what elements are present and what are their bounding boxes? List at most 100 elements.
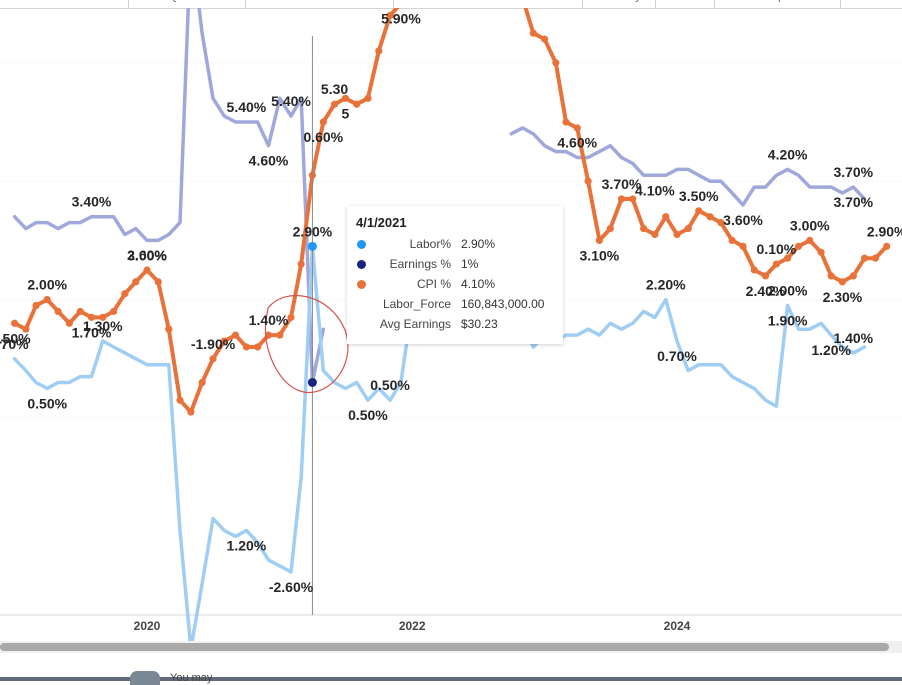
cpi-point <box>552 59 560 67</box>
ribbon-group-label[interactable]: Insert <box>280 0 360 3</box>
cpi-point <box>717 219 725 227</box>
data-label: 0.70% <box>657 348 697 364</box>
data-label: 0.10% <box>757 241 797 257</box>
data-label: 4.20% <box>768 146 808 162</box>
cpi-point <box>22 325 30 333</box>
cpi-point <box>264 331 273 339</box>
cpi-point <box>386 11 394 20</box>
data-label: 0.60% <box>303 129 343 145</box>
cpi-point <box>772 260 780 268</box>
ribbon-bar: Queries Insert Calculations SensitivityShar… <box>0 0 902 9</box>
cpi-point <box>617 195 626 203</box>
tooltip-label: Labor_Force <box>382 297 451 311</box>
data-label: 2.00% <box>27 277 67 293</box>
cpi-point <box>606 224 614 233</box>
cpi-point <box>319 118 327 126</box>
tooltip-label: Labor% <box>409 237 451 251</box>
hover-marker <box>307 377 317 387</box>
bottom-panel-edge <box>0 677 902 681</box>
cpi-point <box>871 254 880 262</box>
cpi-point <box>695 207 703 215</box>
ribbon-group-label[interactable]: Calculations <box>447 0 527 3</box>
data-label: 2.90% <box>867 223 902 239</box>
data-label: 4.60% <box>249 153 289 169</box>
ribbon-group-label[interactable]: Copilot <box>741 0 821 3</box>
cpi-point <box>297 260 305 268</box>
tooltip-row: CPI % 4.10% <box>347 276 563 296</box>
tooltip-label: Avg Earnings <box>379 317 451 331</box>
cpi-point <box>573 124 581 132</box>
cpi-point <box>849 272 857 280</box>
data-label: 3.10% <box>580 247 620 263</box>
tooltip-value: 2.90% <box>461 237 496 251</box>
data-label: 2.60% <box>127 247 167 263</box>
scrollbar-thumb[interactable] <box>0 643 889 651</box>
cpi-point <box>838 278 847 286</box>
data-label: 3.40% <box>72 194 112 210</box>
cpi-point <box>629 195 637 203</box>
ribbon-group-label[interactable]: Queries <box>147 0 227 3</box>
x-tick-label: 2020 <box>134 619 161 633</box>
cpi-point <box>32 301 40 310</box>
tooltip-value: 160,843,000.00 <box>461 297 545 311</box>
annotation-circle <box>264 294 349 394</box>
cpi-point <box>287 313 295 321</box>
ribbon-separator <box>582 0 583 8</box>
cpi-point <box>806 236 814 244</box>
cpi-point <box>651 230 659 239</box>
data-label: 3.00% <box>127 247 167 263</box>
tooltip-row: Labor_Force 160,843,000.00 <box>347 296 563 316</box>
tooltip-label: Earnings % <box>389 257 451 271</box>
tooltip-date: 4/1/2021 <box>356 215 407 230</box>
cpi-point <box>761 272 770 280</box>
ribbon-separator <box>393 0 394 8</box>
cpi-point <box>341 94 350 102</box>
legend-dot-icon <box>357 240 366 249</box>
data-label: 5.90% <box>381 11 421 27</box>
cpi-point <box>143 266 151 274</box>
tooltip-value: 4.10% <box>461 277 496 291</box>
ribbon-group-label[interactable]: Share <box>645 0 725 3</box>
avatar <box>130 671 160 685</box>
data-label: 70% <box>1 336 30 352</box>
cpi-point <box>99 313 107 321</box>
data-label: 0.50% <box>348 407 388 423</box>
data-label: 0.50% <box>27 395 67 411</box>
cpi-point <box>154 278 162 286</box>
cpi-point <box>330 100 339 108</box>
data-label: 4.60% <box>557 135 597 151</box>
ribbon-separator <box>655 0 656 8</box>
data-label: -2.60% <box>269 579 314 595</box>
cpi-point <box>728 236 736 244</box>
cpi-point <box>176 396 184 404</box>
cpi-point <box>254 343 262 351</box>
cpi-point <box>784 254 792 262</box>
horizontal-scrollbar[interactable] <box>0 641 902 653</box>
cpi-point <box>65 319 73 327</box>
hover-tooltip: 4/1/2021 Labor% 2.90% Earnings % 1% CPI % 4.1… <box>347 206 563 344</box>
cpi-point <box>121 290 129 298</box>
ribbon-separator <box>840 0 841 8</box>
cpi-point <box>827 272 835 280</box>
cpi-point <box>640 224 648 233</box>
data-label: 1.20% <box>227 537 267 553</box>
data-label: 5.30 <box>321 81 348 97</box>
data-label: 5.40% <box>227 99 267 115</box>
data-label: 3.60% <box>723 212 763 228</box>
data-label: 1.40% <box>833 330 873 346</box>
cpi-point <box>883 242 891 250</box>
cpi-point <box>584 177 592 185</box>
tooltip-value: $30.23 <box>461 317 498 331</box>
ribbon-group-label[interactable]: Sensitivity <box>578 0 658 3</box>
cpi-point <box>276 331 284 339</box>
cpi-point <box>706 213 714 221</box>
cpi-point <box>209 355 217 363</box>
data-label: 0.50% <box>370 377 410 393</box>
cpi-point <box>562 118 570 126</box>
data-label: 1.40% <box>249 312 289 328</box>
legend-dot-icon <box>357 260 366 269</box>
ribbon-separator <box>245 0 246 8</box>
data-label: 3.00% <box>790 217 830 233</box>
cpi-point <box>220 337 228 345</box>
earnings_late-series-line <box>509 126 867 207</box>
